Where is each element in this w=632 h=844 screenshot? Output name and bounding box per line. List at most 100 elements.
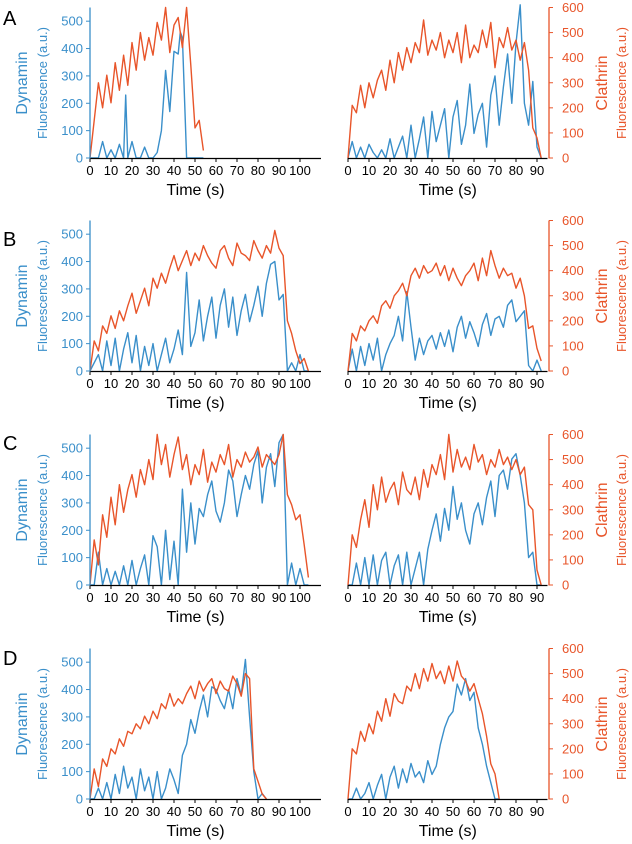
x-axis-title: Time (s) xyxy=(419,823,477,840)
series-line-clathrin-D-left xyxy=(89,672,267,800)
series-line-dynamin-A-right xyxy=(347,4,542,159)
y-tick-label-right: 500 xyxy=(562,666,584,681)
y-tick-label-left: 100 xyxy=(61,336,83,351)
x-tick-label: 100 xyxy=(289,804,311,819)
x-tick-label: 20 xyxy=(383,376,397,391)
x-tick-label: 0 xyxy=(344,163,351,178)
chart-A-right: 0 10 20 30 40 50 60 70 80 90 Time (s) 0 100 200 300 400… xyxy=(344,0,629,199)
y-tick-label-right: 100 xyxy=(562,552,584,567)
y-tick-label-left: 0 xyxy=(76,792,83,807)
series-line-clathrin-B-right xyxy=(347,249,542,372)
y-tick-label-left: 200 xyxy=(61,737,83,752)
y-tick-label-left: 500 xyxy=(61,655,83,670)
x-tick-label: 60 xyxy=(467,590,481,605)
x-tick-label: 0 xyxy=(344,376,351,391)
x-tick-label: 100 xyxy=(289,376,311,391)
x-tick-label: 10 xyxy=(362,590,376,605)
y-axis-title-clathrin: Clathrin xyxy=(594,482,611,537)
y-tick-label-left: 0 xyxy=(76,151,83,166)
x-tick-label: 40 xyxy=(167,163,181,178)
x-tick-label: 30 xyxy=(146,163,160,178)
y-tick-label-right: 0 xyxy=(562,364,569,379)
y-tick-label-right: 300 xyxy=(562,502,584,517)
y-tick-label-right: 600 xyxy=(562,0,584,15)
x-tick-label: 60 xyxy=(209,376,223,391)
series-line-dynamin-D-right xyxy=(348,677,500,800)
y-axis-unit-dynamin: Fluorescence (a.u.) xyxy=(35,668,50,780)
series-line-clathrin-D-right xyxy=(347,660,500,800)
y-tick-label-right: 200 xyxy=(562,741,584,756)
y-tick-label-right: 0 xyxy=(562,792,569,807)
x-tick-label: 30 xyxy=(404,590,418,605)
y-axis-title-dynamin: Dynamin xyxy=(14,51,31,114)
y-axis-title-clathrin: Clathrin xyxy=(594,268,611,323)
y-tick-label-right: 200 xyxy=(562,527,584,542)
x-tick-label: 30 xyxy=(404,376,418,391)
y-tick-label-left: 100 xyxy=(61,550,83,565)
y-tick-label-right: 500 xyxy=(562,25,584,40)
x-tick-label: 80 xyxy=(251,163,265,178)
x-tick-label: 80 xyxy=(509,804,523,819)
y-axis-title-dynamin: Dynamin xyxy=(14,692,31,755)
panel-labels: A B C D xyxy=(3,8,17,670)
x-tick-label: 40 xyxy=(167,804,181,819)
chart-B-right: 0 10 20 30 40 50 60 70 80 90 Time (s) 0 100 200 300 400… xyxy=(344,213,629,412)
y-tick-label-left: 200 xyxy=(61,523,83,538)
x-tick-label: 50 xyxy=(446,376,460,391)
panel-label-B: B xyxy=(3,229,16,251)
x-tick-label: 80 xyxy=(251,804,265,819)
x-tick-label: 10 xyxy=(104,376,118,391)
series-line-clathrin-A-right xyxy=(347,19,542,159)
series-line-dynamin-D-left xyxy=(90,658,267,800)
y-tick-label-left: 500 xyxy=(61,227,83,242)
y-tick-label-right: 500 xyxy=(562,452,584,467)
x-axis-title: Time (s) xyxy=(419,395,477,412)
y-axis-unit-clathrin: Fluorescence (a.u.) xyxy=(614,454,629,566)
x-tick-label: 60 xyxy=(467,804,481,819)
x-tick-label: 0 xyxy=(86,376,93,391)
series-line-clathrin-A-left xyxy=(89,6,205,159)
y-axis-unit-dynamin: Fluorescence (a.u.) xyxy=(35,240,50,352)
y-tick-label-right: 500 xyxy=(562,238,584,253)
x-tick-label: 90 xyxy=(272,163,286,178)
y-tick-label-left: 200 xyxy=(61,96,83,111)
y-tick-label-right: 400 xyxy=(562,477,584,492)
x-tick-label: 100 xyxy=(289,590,311,605)
x-axis-title: Time (s) xyxy=(419,609,477,626)
x-axis-title: Time (s) xyxy=(166,182,224,199)
chart-D-right: 0 10 20 30 40 50 60 70 80 90 Time (s) 0 100 200 300 400… xyxy=(344,641,629,840)
y-tick-label-right: 400 xyxy=(562,691,584,706)
x-tick-label: 70 xyxy=(230,590,244,605)
panel-label-A: A xyxy=(3,8,17,30)
x-tick-label: 50 xyxy=(446,804,460,819)
x-tick-label: 70 xyxy=(488,804,502,819)
x-tick-label: 10 xyxy=(362,163,376,178)
x-tick-label: 80 xyxy=(509,376,523,391)
x-tick-label: 100 xyxy=(289,163,311,178)
x-tick-label: 80 xyxy=(509,590,523,605)
x-tick-label: 40 xyxy=(425,804,439,819)
y-tick-label-left: 200 xyxy=(61,309,83,324)
y-axis-unit-clathrin: Fluorescence (a.u.) xyxy=(614,668,629,780)
x-tick-label: 50 xyxy=(446,590,460,605)
x-tick-label: 0 xyxy=(86,590,93,605)
series-line-clathrin-B-left xyxy=(89,229,310,372)
y-axis-unit-clathrin: Fluorescence (a.u.) xyxy=(614,27,629,139)
y-axis-title-dynamin: Dynamin xyxy=(14,264,31,327)
x-tick-label: 30 xyxy=(404,163,418,178)
x-tick-label: 90 xyxy=(530,804,544,819)
x-tick-label: 70 xyxy=(230,376,244,391)
x-tick-label: 60 xyxy=(209,163,223,178)
x-tick-label: 80 xyxy=(251,590,265,605)
x-tick-label: 0 xyxy=(86,163,93,178)
series-line-clathrin-C-right xyxy=(347,433,542,586)
y-tick-label-left: 100 xyxy=(61,764,83,779)
x-tick-label: 40 xyxy=(425,376,439,391)
x-tick-label: 40 xyxy=(167,590,181,605)
y-tick-label-right: 400 xyxy=(562,263,584,278)
x-tick-label: 50 xyxy=(446,163,460,178)
x-tick-label: 90 xyxy=(530,163,544,178)
x-tick-label: 20 xyxy=(125,163,139,178)
